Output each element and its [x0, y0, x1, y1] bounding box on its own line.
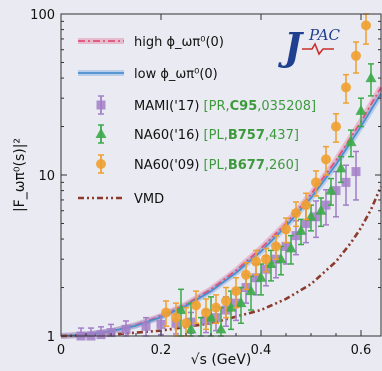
data-point: [251, 256, 261, 267]
y-axis-title: |F_ωπ⁰(s)|²: [12, 138, 28, 212]
data-point: [185, 323, 197, 334]
data-point: [201, 307, 211, 318]
data-point: [331, 186, 341, 196]
data-point: [275, 253, 287, 264]
data-point: [321, 154, 331, 165]
data-point: [265, 258, 277, 269]
x-tick-label: 0.2: [151, 343, 172, 358]
x-tick-label: 0.4: [251, 343, 272, 358]
data-point: [311, 212, 321, 222]
legend-marker: [95, 128, 107, 138]
logo-signal-line: [302, 42, 334, 56]
data-point: [271, 241, 281, 252]
data-point: [345, 136, 357, 147]
data-point: [301, 200, 311, 211]
data-point: [281, 241, 291, 251]
logo-letters-pac: PAC: [308, 26, 341, 44]
data-point: [331, 121, 341, 132]
data-point: [355, 104, 367, 115]
data-point: [231, 286, 241, 297]
legend-label: NA60('09) [PL,B677,260]: [134, 158, 299, 173]
data-point: [211, 302, 221, 313]
legend-label: VMD: [134, 192, 164, 207]
data-point: [321, 200, 331, 210]
legend-name: MAMI('17): [134, 99, 199, 114]
data-point: [235, 297, 247, 308]
data-point: [341, 82, 351, 93]
data-point: [315, 204, 327, 215]
data-point: [311, 177, 321, 188]
data-point: [171, 312, 181, 323]
data-point: [205, 311, 217, 322]
data-point: [305, 210, 317, 221]
series-line-5: [60, 185, 382, 338]
points-layer: [76, 13, 377, 341]
legend-label: high ϕ_ωπ⁰(0): [134, 35, 224, 50]
data-point: [301, 218, 311, 228]
data-point: [255, 271, 267, 282]
legend-name: high ϕ_ωπ⁰(0): [134, 35, 224, 50]
data-point: [341, 177, 351, 187]
data-point: [215, 323, 227, 334]
data-point: [191, 300, 201, 311]
legend-reference: [PL,: [199, 128, 227, 143]
y-tick-label: 100: [30, 8, 55, 23]
legend-name: NA60('09): [134, 158, 199, 173]
x-tick-label: 0.6: [351, 343, 372, 358]
data-point: [351, 167, 361, 177]
legend-reference: B677: [228, 158, 265, 173]
data-point: [221, 295, 231, 306]
data-point: [106, 328, 116, 338]
data-point: [365, 72, 377, 83]
legend-marker: [96, 159, 106, 169]
data-point: [121, 324, 131, 334]
data-point: [361, 20, 371, 31]
legend-reference: C95: [230, 99, 258, 114]
tick-layer: 0 0.2 0.4 0.6 1 10 100: [30, 8, 381, 358]
data-point: [251, 273, 261, 283]
data-point: [285, 242, 297, 253]
data-point: [245, 285, 257, 296]
data-point: [156, 319, 166, 329]
legend-reference: [PL,: [199, 158, 227, 173]
x-tick-label: 0: [57, 343, 65, 358]
legend-reference: ,260]: [265, 158, 299, 173]
data-point: [175, 304, 187, 315]
data-point: [351, 50, 361, 61]
data-point: [181, 318, 191, 329]
data-point: [225, 301, 237, 312]
legend-marker: [96, 100, 106, 110]
legend-reference: [PR,: [199, 99, 229, 114]
legend-reference: ,035208]: [257, 99, 316, 114]
y-tick-label: 1: [47, 330, 55, 345]
data-point: [335, 162, 347, 173]
legend-reference: B757: [228, 128, 265, 143]
series-line-0: [60, 86, 382, 337]
data-point: [325, 184, 337, 195]
data-point: [295, 224, 307, 235]
y-tick-label: 10: [38, 169, 55, 184]
data-point: [291, 208, 301, 219]
data-point: [261, 254, 271, 265]
legend-name: VMD: [134, 192, 164, 207]
legend-label: NA60('16) [PL,B757,437]: [134, 128, 299, 143]
data-point: [241, 269, 251, 280]
legend-label: MAMI('17) [PR,C95,035208]: [134, 99, 316, 114]
data-point: [96, 330, 106, 340]
data-point: [281, 224, 291, 235]
legend: high ϕ_ωπ⁰(0)low ϕ_ωπ⁰(0) MAMI('17) [PR,C…: [78, 35, 316, 207]
legend-name: NA60('16): [134, 128, 199, 143]
plot-background: [61, 14, 381, 336]
data-point: [161, 307, 171, 318]
data-point: [141, 321, 151, 331]
legend-label: low ϕ_ωπ⁰(0): [134, 67, 218, 82]
legend-name: low ϕ_ωπ⁰(0): [134, 67, 218, 82]
data-point: [291, 231, 301, 241]
x-axis-title: √s (GeV): [191, 352, 252, 368]
legend-reference: ,437]: [265, 128, 299, 143]
